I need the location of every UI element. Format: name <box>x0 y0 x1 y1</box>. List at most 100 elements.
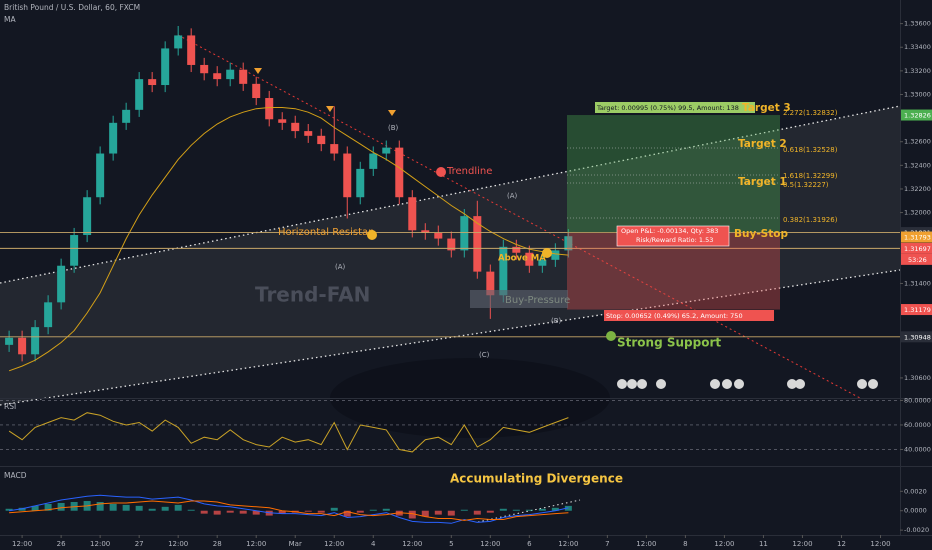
y-tick-label: 1.32200 <box>904 185 931 193</box>
candle-body <box>382 147 391 154</box>
candle-body <box>187 35 196 65</box>
macd-histogram <box>408 510 416 519</box>
target-label: Buy-Stop <box>734 228 788 240</box>
candle-body <box>408 197 417 231</box>
x-tick-label: 12:00 <box>402 540 422 548</box>
target-label: Target 1 <box>738 176 787 188</box>
candle-body <box>512 246 521 253</box>
price-badge-label: 1.31793 <box>904 234 931 242</box>
macd-histogram <box>44 503 52 511</box>
macd-histogram <box>252 510 260 515</box>
x-tick-label: 7 <box>605 540 609 548</box>
x-tick-label: Mar <box>289 540 302 548</box>
x-tick-label: 27 <box>135 540 144 548</box>
candle-body <box>525 252 534 266</box>
position-label: Risk/Reward Ratio: 1.53 <box>636 236 713 244</box>
pivot-marker <box>388 110 396 116</box>
x-tick-label: 26 <box>57 540 66 548</box>
marker-dot <box>606 331 616 341</box>
candle-body <box>356 168 365 198</box>
price-badge-label: 1.32826 <box>904 112 931 120</box>
candle-body <box>122 109 131 123</box>
candle-body <box>57 265 66 303</box>
macd-histogram <box>226 510 234 513</box>
candle-body <box>564 236 573 251</box>
channel-lower <box>0 269 901 406</box>
candle-body <box>317 135 326 145</box>
countdown-label: 53:26 <box>908 256 927 264</box>
y-tick-label: 1.30600 <box>904 374 931 382</box>
macd-histogram <box>473 510 481 515</box>
y-tick-label: 0.0020 <box>904 487 927 495</box>
candle-body <box>174 35 183 49</box>
macd-histogram <box>200 510 208 514</box>
macd-histogram <box>356 510 364 513</box>
pivot-marker <box>254 68 262 74</box>
y-tick-label: 1.32600 <box>904 138 931 146</box>
y-tick-label: 1.33200 <box>904 67 931 75</box>
macd-histogram <box>460 509 468 511</box>
candle-body <box>70 235 79 266</box>
target-label: Target 3 <box>742 102 791 114</box>
macd-histogram <box>304 510 312 512</box>
line <box>9 494 569 524</box>
position-label: Stop: 0.00652 (0.49%) 65.2, Amount: 750 <box>606 312 743 320</box>
x-tick-label: 8 <box>683 540 687 548</box>
macd-histogram <box>421 510 429 517</box>
macd-histogram <box>174 504 182 511</box>
x-tick-label: 12:00 <box>480 540 500 548</box>
candle-body <box>161 48 170 86</box>
macd-histogram <box>278 510 286 514</box>
price-badge-label: 1.30948 <box>904 333 931 341</box>
y-tick-label: 1.33000 <box>904 90 931 98</box>
x-tick-label: 12:00 <box>12 540 32 548</box>
annotation: Horizontal Resistan <box>278 227 374 238</box>
candle-body <box>226 69 235 80</box>
y-tick-label: 60.0000 <box>904 421 931 429</box>
macd-histogram <box>96 501 104 511</box>
y-tick-label: 0.0000 <box>904 507 927 515</box>
y-tick-label: 80.0000 <box>904 396 931 404</box>
candle-body <box>330 144 339 154</box>
fib-label: 1.618(1.32299) <box>783 172 838 180</box>
annotation: (B) <box>388 124 399 132</box>
fib-label: 0.5(1.32227) <box>783 181 829 189</box>
y-tick-label: 1.32400 <box>904 161 931 169</box>
x-tick-label: 5 <box>449 540 453 548</box>
trendline <box>177 34 861 399</box>
marker-dot <box>542 248 552 258</box>
annotation: Trendline <box>446 166 492 177</box>
annotation: Buy-Pressure <box>505 295 570 306</box>
pnl-box <box>616 225 730 247</box>
macd-title: MACD <box>4 471 27 480</box>
x-tick-label: 12:00 <box>558 540 578 548</box>
target-label: Target 2 <box>738 138 787 150</box>
profit-zone <box>567 115 780 233</box>
pivot-marker <box>326 106 334 112</box>
macd-histogram <box>148 508 156 511</box>
annotation: (A) <box>507 192 518 200</box>
watermark: Trend-FAN <box>255 283 370 307</box>
candle-body <box>265 98 274 120</box>
candle-body <box>460 216 469 251</box>
macd-histogram <box>551 507 559 511</box>
candle-body <box>18 337 27 355</box>
price-badge <box>901 331 932 343</box>
candle-body <box>486 271 495 296</box>
macd-histogram <box>369 509 377 511</box>
price-badge <box>901 242 932 254</box>
candle-body <box>213 73 222 80</box>
macd-histogram <box>512 509 520 511</box>
price-badge-label: 1.31179 <box>904 306 931 314</box>
y-tick-label: 1.32000 <box>904 209 931 217</box>
marker-dot <box>436 167 446 177</box>
channel-fill <box>0 106 900 405</box>
candle-body <box>96 153 105 198</box>
ma-legend: MA <box>4 15 16 24</box>
x-tick-label: 6 <box>527 540 532 548</box>
candle-body <box>369 153 378 169</box>
x-tick-label: 12:00 <box>324 540 344 548</box>
candle-body <box>304 131 313 136</box>
fib-label: 0.382(1.31926) <box>783 216 838 224</box>
macd-histogram <box>434 510 442 515</box>
